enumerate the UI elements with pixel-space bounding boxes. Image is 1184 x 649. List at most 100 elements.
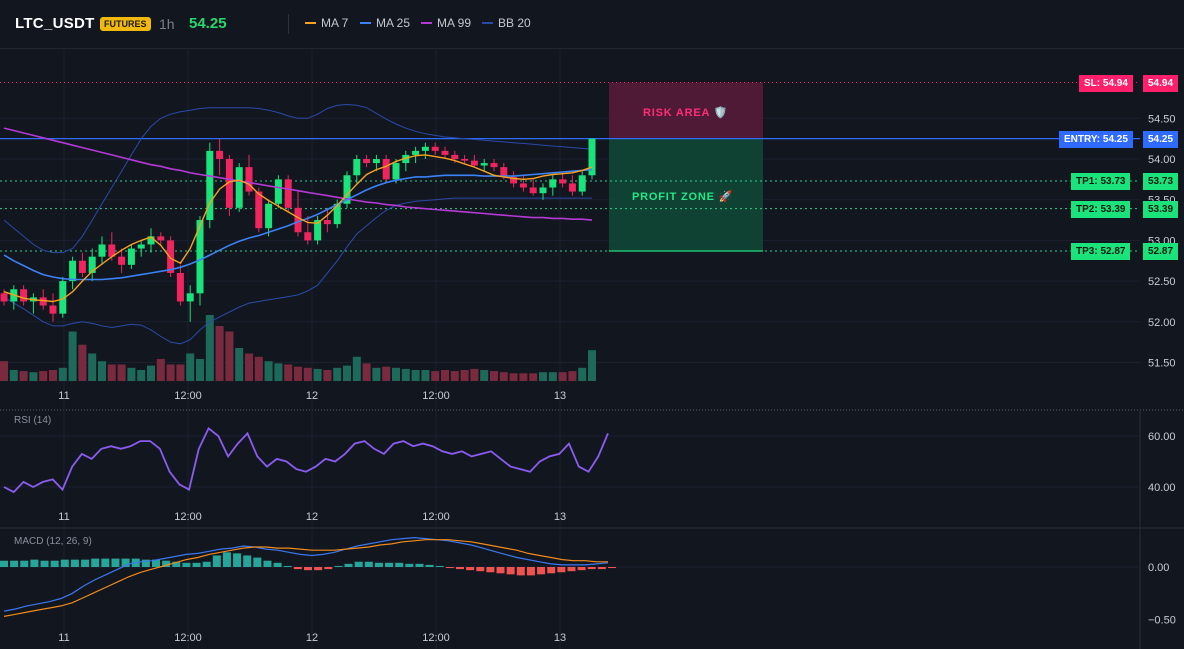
volume-bar <box>568 371 577 381</box>
volume-bar <box>156 359 165 381</box>
tp1-price-tag: 53.73 <box>1143 173 1179 190</box>
volume-bar <box>19 371 28 381</box>
volume-bar <box>9 370 18 381</box>
volume-bar <box>29 372 38 381</box>
macd-histogram-bar <box>395 562 404 567</box>
entry-label[interactable]: ENTRY: 54.25 <box>1059 131 1133 148</box>
macd-histogram-bar <box>40 560 49 567</box>
macd-histogram-bar <box>304 567 312 571</box>
macd-histogram-bar <box>192 562 201 567</box>
candle-body <box>49 305 57 314</box>
tp1-label[interactable]: TP1: 53.73 <box>1071 173 1131 190</box>
candle-body <box>108 244 116 257</box>
macd-histogram-bar <box>456 567 464 570</box>
legend-ma7[interactable]: MA 7 <box>305 16 348 30</box>
candle-body <box>294 207 302 233</box>
volume-bar <box>225 331 234 381</box>
macd-histogram-bar <box>222 552 231 567</box>
chart-canvas[interactable]: 54.5054.0053.5053.0052.5052.0051.501112:… <box>0 48 1184 649</box>
volume-bar <box>441 370 449 381</box>
macd-line <box>3 536 609 612</box>
candle-body <box>274 179 282 204</box>
macd-tick: −0.50 <box>1148 615 1176 627</box>
macd-histogram-bar <box>233 553 242 567</box>
volume-bar <box>401 368 410 381</box>
macd-histogram-bar <box>283 565 292 567</box>
candle-body <box>176 272 184 302</box>
main-price-tick: 52.00 <box>1148 317 1176 329</box>
macd-histogram-bar <box>162 560 171 567</box>
volume-bar <box>186 353 195 381</box>
macd-histogram-bar <box>141 559 150 567</box>
macd-histogram-bar <box>344 563 353 567</box>
candle-body <box>314 220 322 241</box>
candle-body <box>549 179 557 188</box>
legend-bb20[interactable]: BB 20 <box>482 16 531 30</box>
volume-bar <box>58 367 67 381</box>
candle-body <box>372 159 380 164</box>
macd-histogram-bar <box>385 562 394 567</box>
candle-body <box>0 293 8 302</box>
legend-ma25[interactable]: MA 25 <box>360 16 410 30</box>
macd-histogram-bar <box>496 567 505 574</box>
rsi-tick: 60.00 <box>1148 431 1176 443</box>
macd-histogram-bar <box>476 567 485 572</box>
candle-body <box>363 159 371 164</box>
macd-histogram-bar <box>526 567 535 576</box>
volume-bar <box>460 370 469 381</box>
volume-bar <box>137 370 146 381</box>
volume-bar <box>254 356 263 381</box>
volume-bar <box>480 370 489 381</box>
legend-ma25-label: MA 25 <box>376 16 411 30</box>
legend-ma7-label: MA 7 <box>321 16 349 30</box>
chart-header: LTC_USDT FUTURES 1h 54.25 MA 7 MA 25 MA … <box>0 0 1184 49</box>
rsi-time-tick: 12 <box>306 511 318 523</box>
candle-body <box>98 244 106 257</box>
candle-body <box>137 244 145 249</box>
macd-histogram-bar <box>50 560 59 567</box>
rsi-time-tick: 13 <box>554 511 566 523</box>
legend-ma99[interactable]: MA 99 <box>421 16 471 30</box>
sl-label[interactable]: SL: 54.94 <box>1079 75 1133 92</box>
volume-bar <box>529 373 538 381</box>
main-price-tick: 51.50 <box>1148 358 1176 370</box>
rsi-time-tick: 12:00 <box>422 511 450 523</box>
candle-body <box>59 281 67 314</box>
candle-body <box>392 163 400 180</box>
candle-body <box>186 293 194 302</box>
candle-body <box>343 175 351 204</box>
volume-bar <box>176 364 185 381</box>
candle-body <box>167 240 175 273</box>
tp3-label[interactable]: TP3: 52.87 <box>1071 243 1131 260</box>
macd-histogram-bar <box>81 559 90 567</box>
macd-histogram-bar <box>212 555 221 567</box>
main-price-tick: 54.50 <box>1148 113 1176 125</box>
volume-bar <box>343 365 351 381</box>
candle-body <box>539 187 547 194</box>
bb20-swatch-icon <box>482 21 493 24</box>
candle-body <box>559 179 567 184</box>
volume-bar <box>323 370 332 381</box>
macd-title: MACD (12, 26, 9) <box>14 536 92 547</box>
macd-histogram-bar <box>253 557 262 567</box>
volume-bar <box>588 350 596 381</box>
volume-bar <box>39 371 48 381</box>
volume-bar <box>509 373 518 381</box>
macd-histogram-bar <box>314 567 323 571</box>
symbol-name[interactable]: LTC_USDT <box>15 15 95 32</box>
futures-badge: FUTURES <box>100 17 151 31</box>
rsi-tick: 40.00 <box>1148 482 1176 494</box>
tp2-label[interactable]: TP2: 53.39 <box>1071 201 1131 218</box>
main-price-tick: 54.00 <box>1148 154 1176 166</box>
main-time-tick: 12 <box>306 390 318 402</box>
ma99-swatch-icon <box>421 21 432 24</box>
macd-time-tick: 12 <box>306 632 318 644</box>
candle-body <box>578 175 586 192</box>
sl-price-tag: 54.94 <box>1143 75 1179 92</box>
candle-body <box>323 220 331 225</box>
macd-histogram-bar <box>608 567 616 569</box>
ma25-line <box>3 168 593 281</box>
timeframe-label[interactable]: 1h <box>159 16 175 32</box>
volume-bar <box>558 372 567 381</box>
macd-tick: 0.00 <box>1148 562 1169 574</box>
